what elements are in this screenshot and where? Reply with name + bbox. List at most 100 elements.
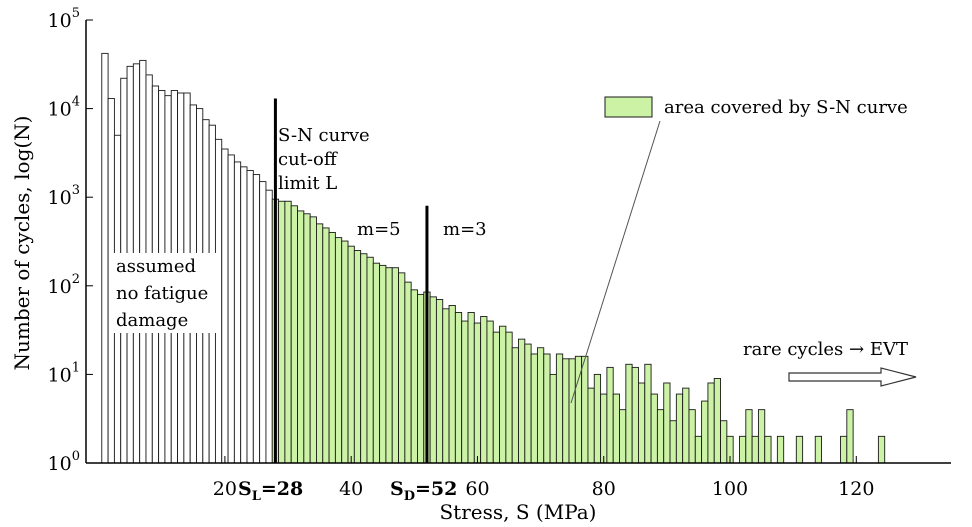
histogram-bar	[436, 300, 442, 463]
histogram-bar	[348, 246, 354, 463]
left-note-line-1: assumed	[116, 256, 196, 277]
histogram-bar	[247, 171, 253, 463]
histogram-bar	[392, 268, 398, 463]
evt-text: EVT	[870, 339, 908, 360]
histogram-bar	[721, 421, 727, 463]
sl-label: SL=28	[238, 478, 303, 504]
histogram-bar	[657, 410, 663, 463]
histogram-bar	[430, 297, 436, 463]
histogram-bar	[367, 257, 373, 463]
y-tick-label: 103	[48, 183, 80, 209]
legend-label: area covered by S-N curve	[664, 97, 908, 118]
histogram-bar	[601, 394, 607, 463]
histogram-bar	[531, 354, 537, 463]
histogram-bar	[399, 273, 405, 463]
histogram-bar	[285, 201, 291, 463]
histogram-bar	[468, 312, 474, 463]
histogram-bar	[253, 175, 259, 463]
histogram-bar	[222, 149, 228, 463]
histogram-bar	[796, 436, 802, 463]
y-tick-label: 101	[48, 360, 80, 386]
histogram-bar	[241, 167, 247, 463]
outline-arrow-icon	[789, 368, 916, 386]
histogram-bar	[613, 394, 619, 463]
histogram-bar	[481, 317, 487, 463]
histogram-bar	[234, 162, 240, 463]
histogram-bar	[676, 394, 682, 463]
histogram-bar	[417, 294, 423, 463]
sd-main: S	[390, 478, 404, 500]
histogram-bar	[620, 410, 626, 463]
histogram-bar	[380, 265, 386, 463]
legend-swatch	[605, 97, 652, 117]
x-axis-title: Stress, S (MPa)	[439, 500, 596, 524]
histogram-bar	[645, 364, 651, 463]
x-tick-label: 40	[339, 478, 363, 500]
x-tick-label: 100	[712, 478, 748, 500]
histogram-bar	[298, 211, 304, 463]
histogram-bar	[462, 321, 468, 463]
x-tick-label: 20	[213, 478, 237, 500]
legend-pointer-line	[571, 121, 660, 403]
x-tick-label: 120	[838, 478, 874, 500]
x-tick-label: 80	[592, 478, 616, 500]
histogram-bar	[695, 436, 701, 463]
y-tick-label: 100	[48, 449, 80, 475]
histogram-bar	[335, 238, 341, 463]
histogram-bar	[373, 263, 379, 463]
sl-main: S	[238, 478, 252, 500]
histogram-bar	[714, 378, 720, 463]
histogram-bar	[323, 228, 329, 463]
histogram-bar	[556, 354, 562, 463]
histogram-bar	[537, 348, 543, 463]
slope-m5-label: m=5	[357, 219, 401, 240]
histogram-bar	[102, 53, 108, 463]
histogram-bar	[708, 383, 714, 463]
histogram-bar	[582, 356, 588, 463]
histogram-bar	[563, 359, 569, 463]
histogram-bar	[260, 182, 266, 463]
histogram-bar	[228, 155, 234, 463]
histogram-bar	[354, 251, 360, 463]
histogram-bar	[815, 436, 821, 463]
histogram-bar	[702, 401, 708, 463]
sn-note-line-3: limit L	[278, 173, 337, 194]
histogram-bar	[632, 367, 638, 463]
histogram-bar	[544, 354, 550, 463]
histogram-bar	[777, 436, 783, 463]
histogram-bar	[361, 254, 367, 463]
histogram-bar	[841, 436, 847, 463]
histogram-bar	[752, 436, 758, 463]
slope-m3-label: m=3	[443, 219, 487, 240]
left-note-line-3: damage	[116, 310, 188, 331]
sn-note-line-1: S-N curve	[278, 125, 370, 146]
sd-subscript: D	[404, 489, 415, 504]
histogram-bar	[689, 410, 695, 463]
histogram-bar	[569, 359, 575, 463]
histogram-bar	[279, 201, 285, 463]
histogram-bar	[519, 339, 525, 463]
histogram-bar	[487, 321, 493, 463]
histogram-bar	[765, 436, 771, 463]
histogram-bar	[512, 348, 518, 463]
histogram-bar	[638, 383, 644, 463]
x-tick-label: 60	[465, 478, 489, 500]
histogram-bar	[411, 290, 417, 463]
histogram-bar	[316, 224, 322, 463]
histogram-bar	[342, 241, 348, 463]
histogram-bar	[664, 383, 670, 463]
histogram-bar	[758, 410, 764, 463]
evt-arrow: →	[849, 339, 864, 360]
histogram-bar	[266, 190, 272, 463]
histogram-bar	[525, 344, 531, 463]
histogram-bar	[329, 232, 335, 463]
rare-cycles-text: rare cycles	[743, 339, 843, 360]
histogram-bar	[449, 305, 455, 463]
histogram-bar	[310, 217, 316, 463]
sl-value: =28	[261, 478, 303, 500]
histogram-bar	[683, 388, 689, 463]
histogram-bar	[670, 421, 676, 463]
histogram-bar	[550, 374, 556, 463]
histogram-bar	[607, 367, 613, 463]
histogram-bar	[739, 436, 745, 463]
